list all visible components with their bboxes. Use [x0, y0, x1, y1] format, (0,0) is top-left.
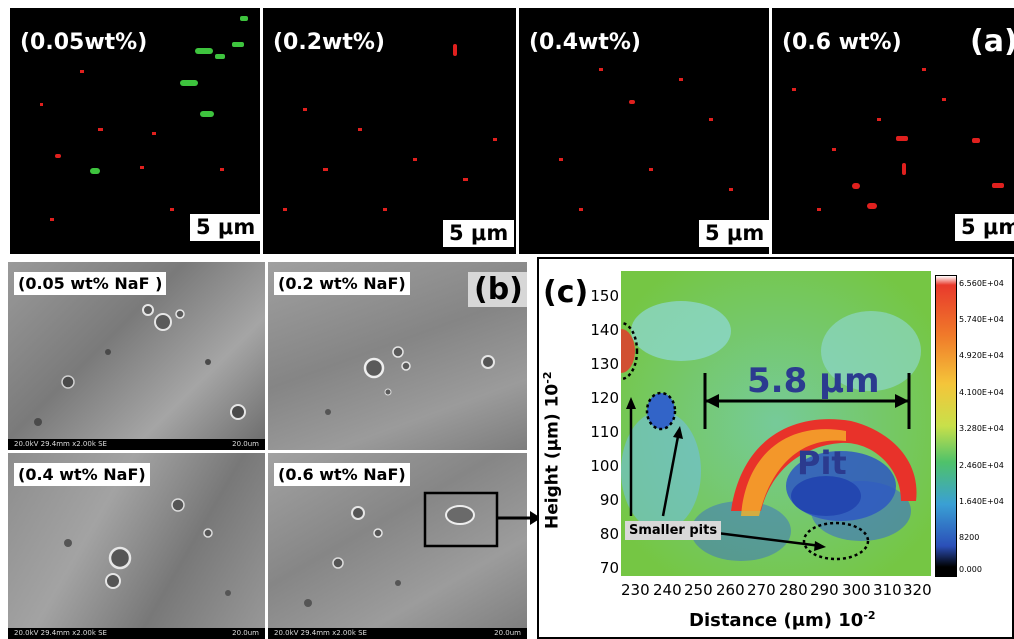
- y-tick: 110: [590, 423, 619, 441]
- colorbar-tick: 0.000: [959, 565, 982, 574]
- x-tick: 280: [779, 581, 808, 599]
- sem-info: 20.0kV 29.4mm x2.00k SE: [14, 440, 107, 448]
- particle-map-1: [40, 16, 248, 221]
- y-tick: 150: [590, 287, 619, 305]
- sem-info: 20.0kV 29.4mm x2.00k SE: [274, 629, 367, 637]
- tile-label: (0.6 wt%): [782, 30, 902, 55]
- y-tick: 70: [599, 559, 619, 577]
- sem-info-bar: 20.0kV 29.4mm x2.00k SE 20.0um: [268, 628, 527, 639]
- y-tick: 140: [590, 321, 619, 339]
- tile-label: (0.4wt%): [529, 30, 641, 55]
- panel-b-letter: (b): [468, 272, 527, 307]
- sem-info-bar: 20.0kV 29.4mm x2.00k SE 20.0um: [8, 439, 265, 450]
- sem-tile-1: (0.05 wt% NaF ) 20.0kV 29.4mm x2.00k SE 2…: [8, 262, 265, 450]
- y-ticks: 150 140 130 120 110 100 90 80 70: [583, 287, 619, 577]
- panel-a-letter: (a): [970, 24, 1014, 59]
- zoom-region-box: [423, 491, 499, 548]
- sem-texture-2: [325, 346, 495, 415]
- x-axis-label: Distance (μm) 10: [689, 610, 864, 631]
- panel-c: (c): [537, 257, 1014, 639]
- colorbar-tick: 1.640E+04: [959, 497, 1004, 506]
- sem-texture-3: [64, 498, 231, 596]
- particle-map-2: [283, 44, 497, 211]
- tile-label: (0.2wt%): [273, 30, 385, 55]
- y-tick: 130: [590, 355, 619, 373]
- x-tick: 250: [684, 581, 713, 599]
- sem-tile-2: (0.2 wt% NaF) (b): [268, 262, 527, 450]
- colorbar-tick: 4.100E+04: [959, 388, 1004, 397]
- colorbar-tick: 5.740E+04: [959, 315, 1004, 324]
- sem-texture-4: [304, 491, 499, 607]
- particle-map-3: [559, 68, 733, 211]
- x-ticks: 230 240 250 260 270 280 290 300 310 320: [621, 581, 932, 601]
- x-tick: 260: [716, 581, 745, 599]
- pit-label: Pit: [797, 444, 847, 482]
- x-tick: 300: [842, 581, 871, 599]
- colorbar-tick: 3.280E+04: [959, 424, 1004, 433]
- smaller-pits-label: Smaller pits: [625, 521, 722, 540]
- colorbar: [935, 275, 957, 577]
- colorbar-tick: 6.560E+04: [959, 279, 1004, 288]
- panel-a-tile-4: (0.6 wt%) (a) 5 μm: [772, 8, 1014, 254]
- panel-a-tile-3: (0.4wt%) 5 μm: [519, 8, 769, 254]
- scale-bar: 5 μm: [955, 214, 1014, 244]
- x-tick: 320: [903, 581, 932, 599]
- x-tick: 230: [621, 581, 650, 599]
- x-tick: 290: [810, 581, 839, 599]
- y-tick: 100: [590, 457, 619, 475]
- y-axis-title: Height (μm) 10-2: [541, 372, 571, 559]
- colorbar-tick: 4.920E+04: [959, 351, 1004, 360]
- arrow-to-panel-c: [498, 511, 541, 525]
- y-axis-label: Height (μm) 10: [542, 383, 563, 529]
- sem-scale: 20.0um: [232, 629, 259, 637]
- sem-scale: 20.0um: [494, 629, 521, 637]
- particle-map-4: [792, 68, 1004, 211]
- colorbar-tick: 8200: [959, 533, 980, 542]
- sem-label: (0.6 wt% NaF): [274, 463, 410, 486]
- tile-label: (0.05wt%): [20, 30, 148, 55]
- x-tick: 310: [873, 581, 902, 599]
- colorbar-ticks: 6.560E+04 5.740E+04 4.920E+04 4.100E+04 …: [959, 275, 1014, 575]
- sem-label: (0.4 wt% NaF): [14, 463, 150, 486]
- sem-info-bar: 20.0kV 29.4mm x2.00k SE 20.0um: [8, 628, 265, 639]
- y-tick: 80: [599, 525, 619, 543]
- sem-texture-1: [34, 304, 246, 426]
- sem-tile-4: (0.6 wt% NaF) 20.0kV 29.4mm x2.00k SE 20.…: [268, 453, 527, 639]
- y-axis-exponent: -2: [541, 371, 554, 384]
- measurement-label: 5.8 μm: [747, 361, 880, 401]
- colorbar-tick: 2.460E+04: [959, 461, 1004, 470]
- sem-label: (0.2 wt% NaF): [274, 272, 410, 295]
- sem-tile-3: (0.4 wt% NaF) 20.0kV 29.4mm x2.00k SE 20.…: [8, 453, 265, 639]
- sem-label: (0.05 wt% NaF ): [14, 272, 167, 295]
- scale-bar: 5 μm: [443, 220, 515, 250]
- x-axis-exponent: -2: [863, 609, 876, 622]
- scale-bar: 5 μm: [699, 220, 769, 250]
- panel-c-letter: (c): [543, 275, 589, 310]
- x-tick: 270: [747, 581, 776, 599]
- sem-info: 20.0kV 29.4mm x2.00k SE: [14, 629, 107, 637]
- panel-a-tile-2: (0.2wt%) 5 μm: [263, 8, 516, 254]
- x-tick: 240: [653, 581, 682, 599]
- x-axis-title: Distance (μm) 10-2: [689, 609, 876, 631]
- sem-scale: 20.0um: [232, 440, 259, 448]
- y-tick: 90: [599, 491, 619, 509]
- y-tick: 120: [590, 389, 619, 407]
- scale-bar: 5 μm: [190, 214, 260, 244]
- panel-a-tile-1: (0.05wt%) 5 μm: [10, 8, 260, 254]
